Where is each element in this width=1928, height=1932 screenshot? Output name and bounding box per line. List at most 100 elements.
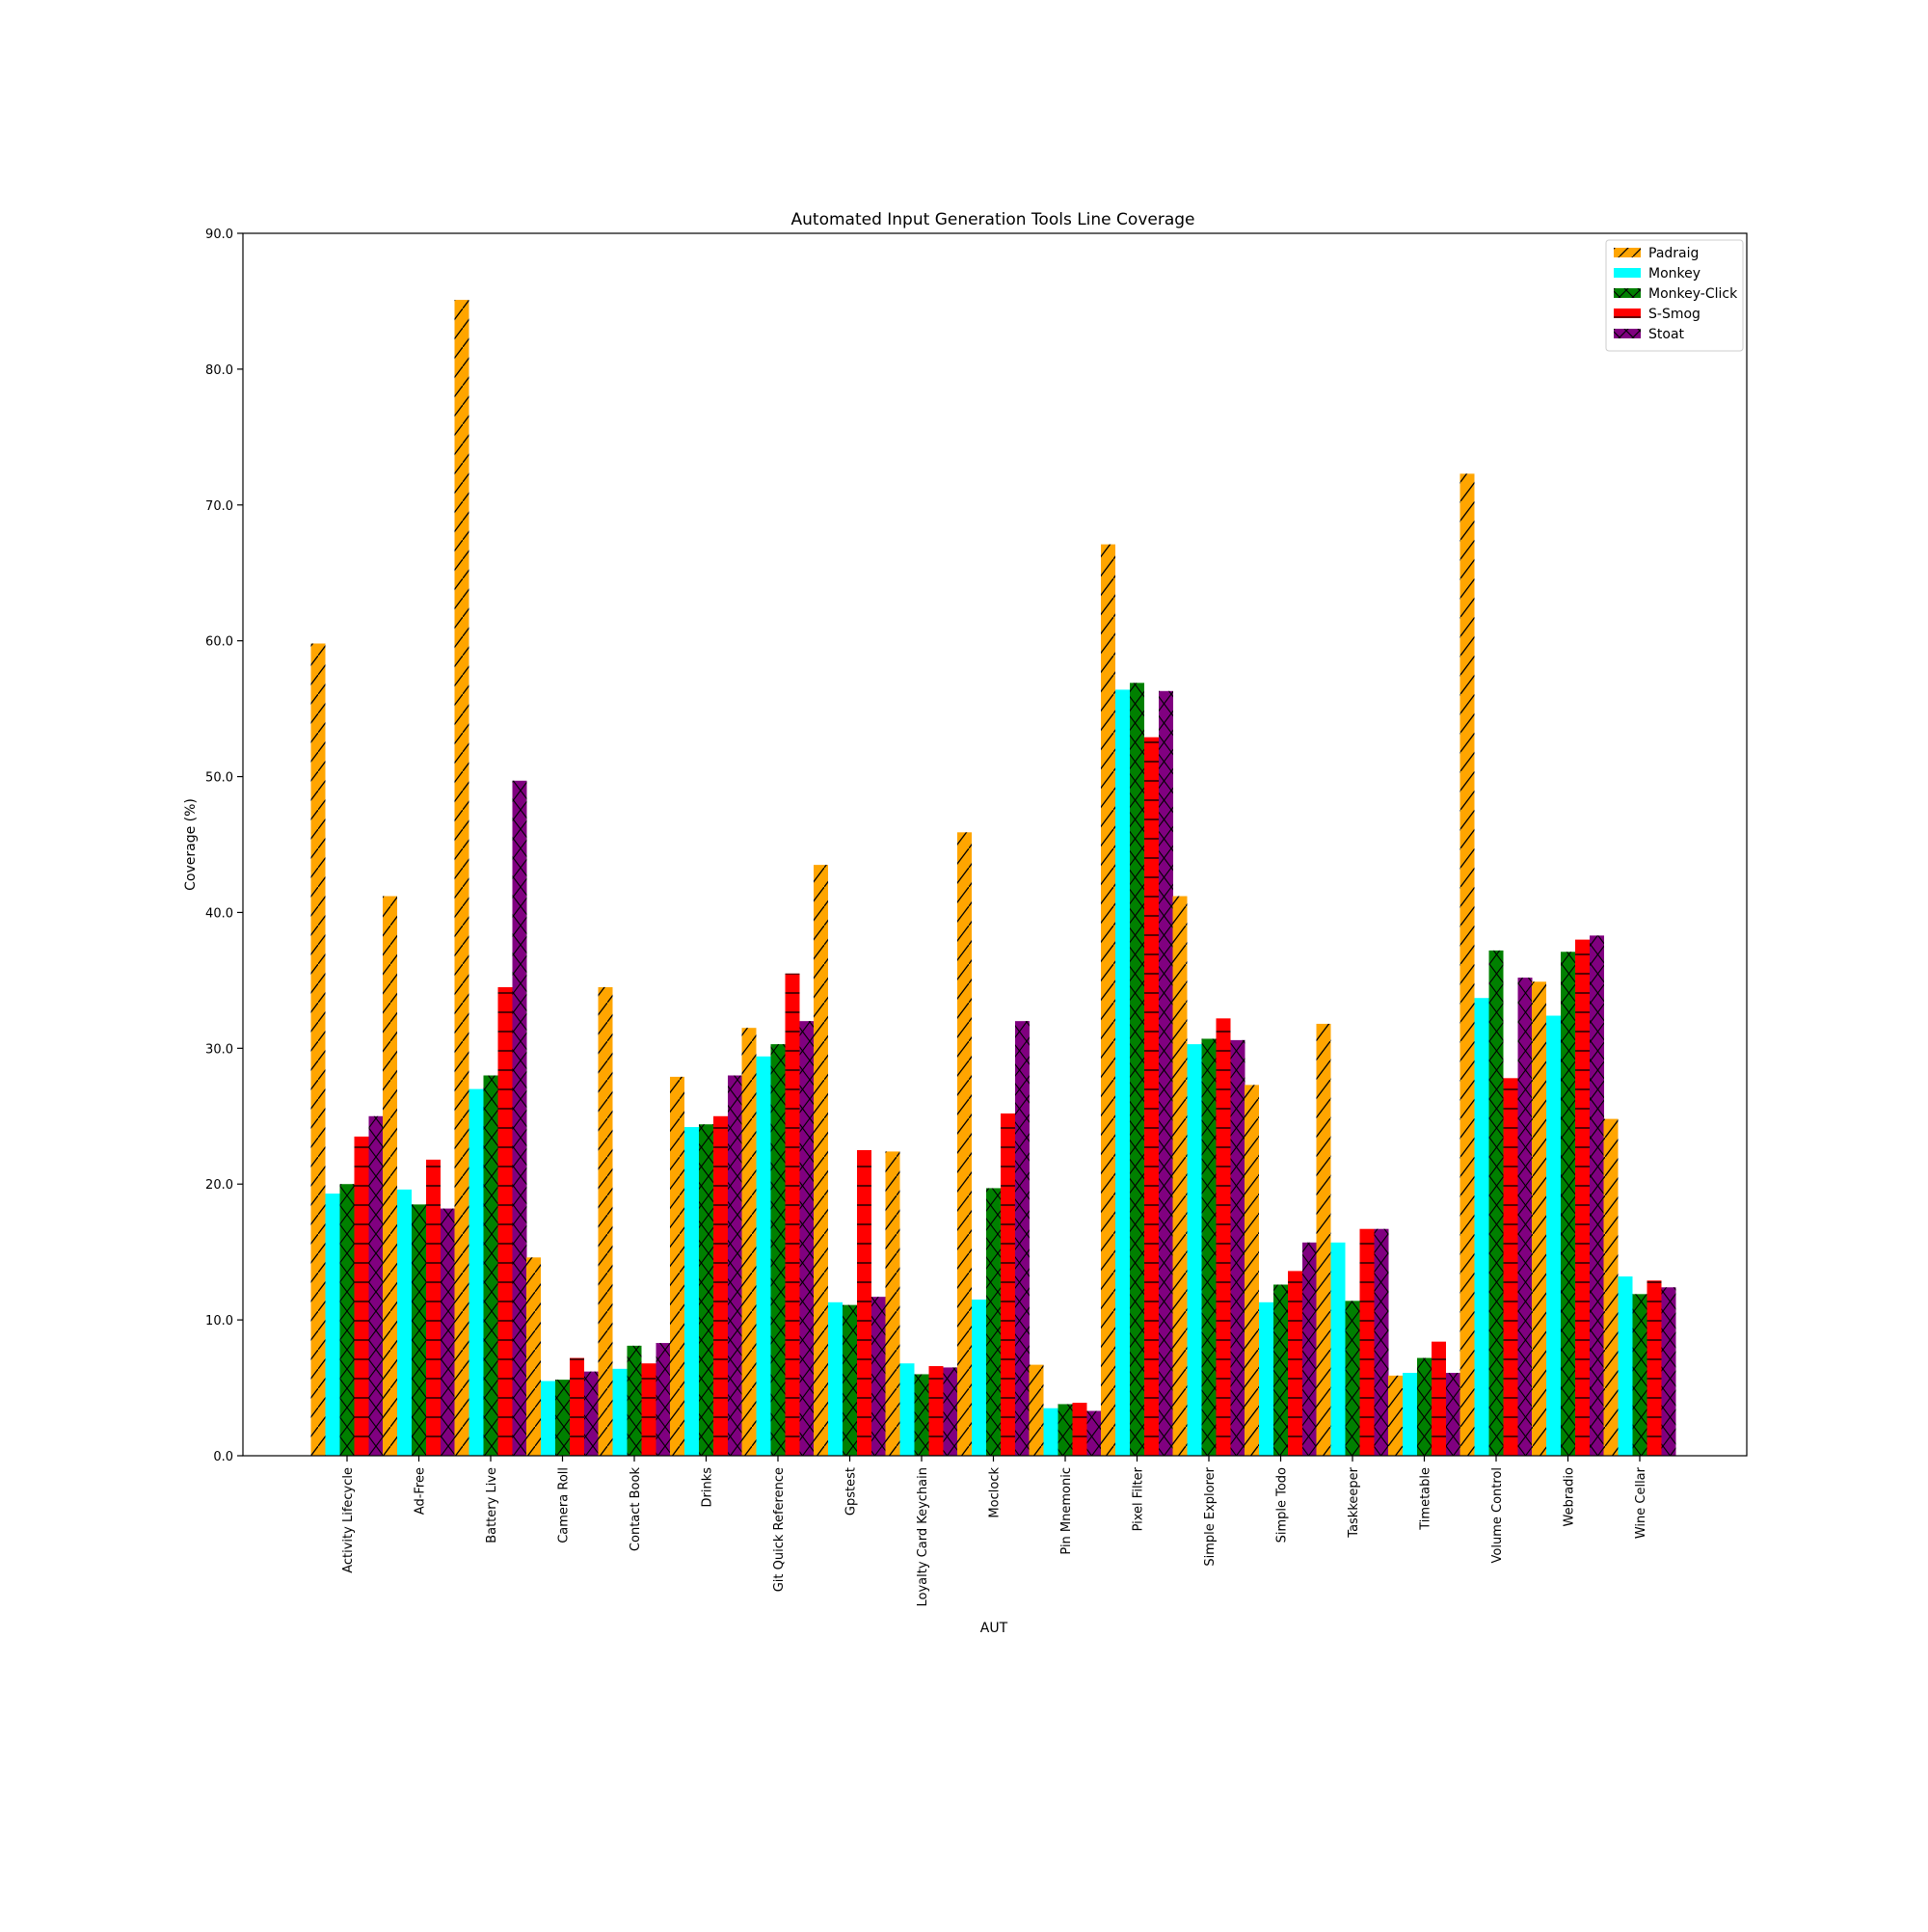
bar-padraig (1532, 981, 1546, 1456)
bar-monkey (1259, 1301, 1273, 1456)
y-tick-label: 80.0 (205, 363, 233, 378)
bar-padraig (454, 300, 469, 1457)
bar-s-smog (1144, 737, 1159, 1456)
bar-stoat (1159, 690, 1173, 1456)
bar-monkey-click (1273, 1284, 1288, 1456)
bar-monkey-click (412, 1204, 426, 1456)
x-tick-label: Contact Book (629, 1467, 643, 1552)
x-tick-label: Webradio (1563, 1467, 1577, 1527)
bar-padraig (526, 1257, 541, 1456)
bar-s-smog (1575, 939, 1590, 1456)
x-tick-label: Volume Control (1490, 1467, 1505, 1563)
y-axis-title: Coverage (%) (183, 798, 199, 891)
bar-monkey (1115, 689, 1130, 1456)
bar-stoat (799, 1021, 815, 1456)
bar-monkey-click (1058, 1404, 1073, 1456)
bar-stoat (1302, 1242, 1317, 1456)
bar-s-smog (497, 986, 513, 1456)
y-tick-label: 90.0 (205, 228, 233, 242)
x-tick-label: Simple Todo (1275, 1467, 1290, 1543)
x-tick-label: Pixel Filter (1132, 1466, 1146, 1531)
bar-s-smog (713, 1115, 728, 1456)
bar-padraig (1172, 896, 1188, 1456)
chart-title: Automated Input Generation Tools Line Co… (791, 210, 1195, 229)
x-tick-label: Activity Lifecycle (341, 1467, 356, 1573)
legend-item-s-smog: S-Smog (1614, 307, 1700, 322)
bar-s-smog (1432, 1341, 1446, 1456)
bar-monkey (1330, 1242, 1346, 1456)
bar-stoat (871, 1297, 886, 1456)
bar-monkey (684, 1127, 699, 1456)
bar-padraig (1388, 1375, 1403, 1456)
bar-monkey (1403, 1373, 1417, 1456)
legend-label: Stoat (1648, 327, 1685, 342)
bar-s-smog (641, 1363, 656, 1456)
bar-monkey (1043, 1408, 1058, 1456)
bar-monkey (972, 1299, 986, 1456)
bar-stoat (1374, 1228, 1389, 1456)
legend: Padraig Monkey Monkey-Click S-Smog Stoat (1605, 239, 1744, 352)
x-tick-label: Taskkeeper (1347, 1466, 1361, 1538)
bars-layer (310, 300, 1676, 1457)
bar-monkey (397, 1189, 412, 1456)
bar-s-smog (426, 1159, 441, 1456)
bar-monkey (541, 1381, 555, 1456)
bar-monkey-click (627, 1345, 642, 1456)
x-tick-label: Camera Roll (557, 1467, 572, 1543)
bar-monkey-click (770, 1044, 786, 1456)
bar-monkey-click (1417, 1357, 1432, 1456)
legend-item-monkey-click: Monkey-Click (1614, 286, 1738, 302)
bar-monkey-click (843, 1304, 857, 1456)
bar-stoat (584, 1371, 599, 1456)
bar-stoat (441, 1208, 455, 1456)
bar-monkey-click (1561, 952, 1575, 1456)
bar-padraig (1316, 1023, 1331, 1456)
legend-label: Padraig (1648, 246, 1699, 261)
bar-monkey (612, 1368, 628, 1456)
bar-monkey-click (986, 1188, 1001, 1456)
bar-stoat (1015, 1021, 1030, 1456)
bar-s-smog (1001, 1113, 1015, 1456)
bar-monkey-click (1488, 950, 1504, 1456)
y-tick-label: 20.0 (205, 1178, 233, 1193)
bar-stoat (1590, 935, 1604, 1456)
bar-monkey-click (1632, 1294, 1647, 1456)
x-tick-label: Gpstest (844, 1467, 859, 1516)
bar-stoat (1517, 978, 1533, 1456)
legend-label: S-Smog (1648, 307, 1700, 322)
bar-monkey-click (1201, 1038, 1217, 1456)
x-tick-label: Battery Live (485, 1467, 499, 1543)
legend-item-stoat: Stoat (1614, 327, 1685, 342)
legend-item-monkey: Monkey (1614, 266, 1700, 282)
bar-monkey-click (483, 1075, 498, 1456)
y-tick-label: 70.0 (205, 499, 233, 514)
bar-monkey (325, 1194, 340, 1456)
bar-padraig (885, 1151, 900, 1456)
bar-s-smog (857, 1150, 871, 1456)
y-tick-label: 10.0 (205, 1314, 233, 1328)
bar-monkey-click (1130, 683, 1144, 1456)
y-tick-label: 40.0 (205, 906, 233, 921)
bar-monkey-click (339, 1184, 355, 1456)
bar-s-smog (354, 1136, 369, 1456)
bar-stoat (1446, 1373, 1460, 1456)
bar-monkey (899, 1363, 915, 1456)
bar-monkey (828, 1301, 843, 1456)
bar-padraig (383, 896, 397, 1456)
legend-item-padraig: Padraig (1614, 246, 1699, 261)
plot-frame (242, 232, 1748, 1457)
bar-stoat (656, 1343, 671, 1456)
bar-s-smog (1647, 1280, 1662, 1456)
bar-monkey-click (555, 1380, 570, 1456)
bar-stoat (368, 1115, 384, 1456)
y-axis: 0.0 10.0 20.0 30.0 40.0 50.0 60.0 70.0 80.0 90.0 (205, 228, 243, 1464)
bar-padraig (1245, 1085, 1259, 1456)
bar-stoat (1661, 1287, 1676, 1456)
x-tick-label: Drinks (701, 1467, 715, 1508)
bar-monkey (1474, 998, 1489, 1456)
bar-monkey (1546, 1015, 1561, 1456)
bar-s-smog (1072, 1403, 1087, 1456)
bar-padraig (1459, 473, 1475, 1457)
